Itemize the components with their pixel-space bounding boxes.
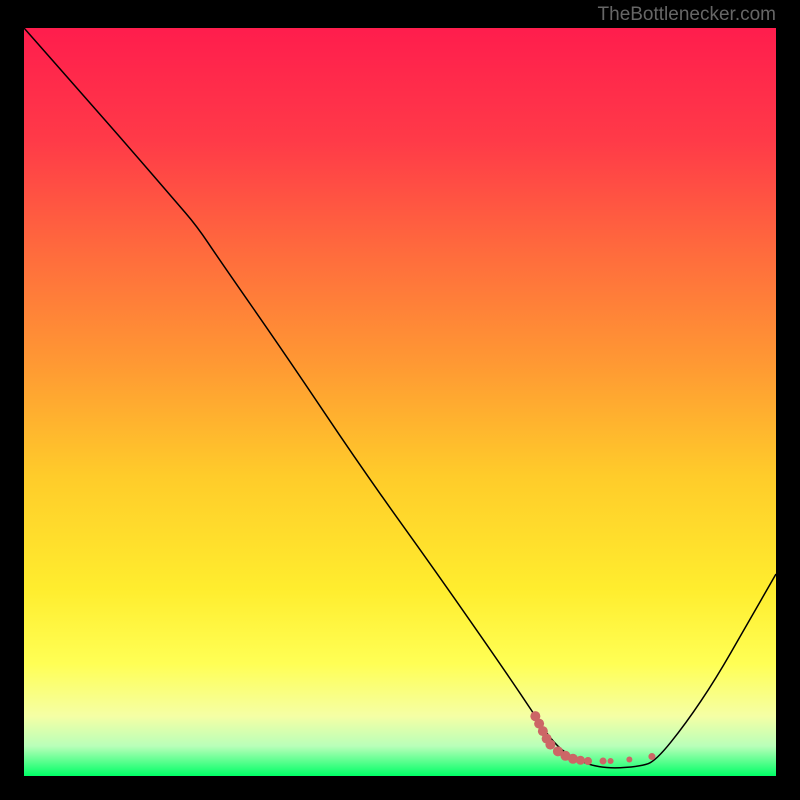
chart-marker <box>584 757 592 765</box>
attribution-text: TheBottlenecker.com <box>598 4 776 26</box>
chart-marker <box>626 757 632 763</box>
chart-marker <box>608 758 614 764</box>
chart-marker <box>545 740 555 750</box>
chart-plot-area <box>24 28 776 776</box>
chart-marker <box>648 753 655 760</box>
chart-svg <box>24 28 776 776</box>
chart-marker <box>600 758 607 765</box>
chart-marker <box>576 756 585 765</box>
